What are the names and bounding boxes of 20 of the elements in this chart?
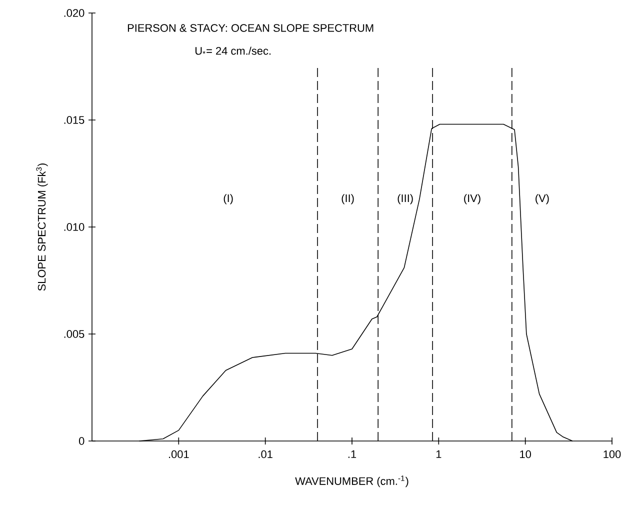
text: PIERSON & STACY: OCEAN SLOPE SPECTRUM [128,24,374,32]
text: U$_{*}$= 24 cm./sec. [195,46,271,55]
x-tick-label: .1 [348,450,356,458]
x-tick-label: 10 [520,450,531,458]
x-tick-label: 1 [436,450,442,458]
y-tick-label: .005 [64,330,84,338]
x-tick-label: .01 [258,450,272,458]
annotation: (III) [398,194,413,204]
y-axis-title: SLOPE SPECTRUM (Fk$^{3}$) [36,163,48,291]
annotation: (II) [342,194,354,204]
y-tick-label: .020 [64,9,84,17]
x-tick-label: 100 [604,450,621,458]
y-tick-label: .015 [64,116,84,124]
annotation: (IV) [464,194,480,204]
y-tick-label: .010 [64,223,84,231]
x-axis-title: WAVENUMBER (cm.$^{-1}$) [295,476,408,488]
annotation: (V) [536,194,549,204]
x-tick-label: .001 [169,450,189,458]
annotation: (I) [224,194,233,204]
y-tick-label: 0 [78,437,84,445]
